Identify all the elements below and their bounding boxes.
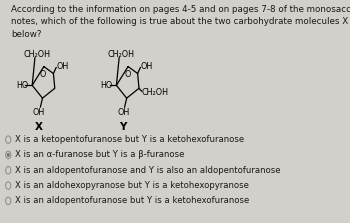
Text: X is an aldohexopyranose but Y is a ketohexopyranose: X is an aldohexopyranose but Y is a keto… xyxy=(15,181,249,190)
Text: OH: OH xyxy=(33,108,45,117)
Text: OH: OH xyxy=(140,62,153,71)
Text: X: X xyxy=(34,122,42,132)
Text: X is an aldopentofuranose and Y is also an aldopentofuranose: X is an aldopentofuranose and Y is also … xyxy=(15,166,281,175)
Text: O: O xyxy=(124,70,131,78)
Text: OH: OH xyxy=(56,62,68,71)
Text: X is an aldopentofuranose but Y is a ketohexofuranose: X is an aldopentofuranose but Y is a ket… xyxy=(15,196,249,205)
Text: HO: HO xyxy=(101,81,113,90)
Text: CH₂OH: CH₂OH xyxy=(107,50,134,59)
Text: X is an α-furanose but Y is a β-furanose: X is an α-furanose but Y is a β-furanose xyxy=(15,151,184,159)
Text: CH₂OH: CH₂OH xyxy=(142,88,169,97)
Text: OH: OH xyxy=(117,108,130,117)
Circle shape xyxy=(7,153,10,157)
Text: O: O xyxy=(40,70,46,78)
Text: According to the information on pages 4-5 and on pages 7-8 of the monosaccharide: According to the information on pages 4-… xyxy=(11,5,350,39)
Text: X is a ketopentofuranose but Y is a ketohexofuranose: X is a ketopentofuranose but Y is a keto… xyxy=(15,135,244,144)
Text: Y: Y xyxy=(119,122,126,132)
Text: HO: HO xyxy=(16,81,29,90)
Text: CH₂OH: CH₂OH xyxy=(23,50,50,59)
